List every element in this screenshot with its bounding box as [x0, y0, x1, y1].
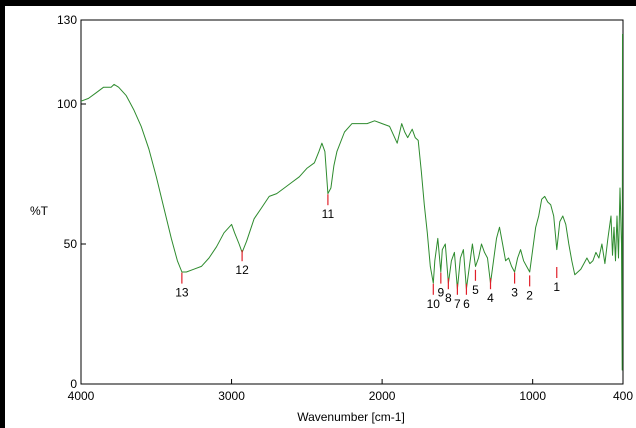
y-tick-label: 0 [70, 377, 77, 391]
x-axis-label: Wavenumber [cm-1] [297, 410, 405, 424]
peak-label: 6 [463, 297, 470, 311]
y-tick-label: 50 [64, 237, 78, 251]
peak-label: 7 [454, 297, 461, 311]
peak-label: 11 [322, 207, 335, 221]
y-axis-label: %T [30, 204, 49, 218]
spectrum-series [81, 34, 623, 370]
peak-label: 8 [445, 291, 452, 305]
peak-label: 12 [235, 263, 249, 277]
x-tick-label: 2000 [369, 389, 396, 403]
peak-label: 3 [511, 286, 518, 300]
peak-label: 1 [553, 280, 560, 294]
peak-label: 13 [175, 286, 189, 300]
spectrum-line [81, 34, 623, 370]
peak-label: 5 [472, 283, 479, 297]
x-tick-label: 3000 [218, 389, 245, 403]
peak-label: 4 [487, 291, 494, 305]
y-tick-label: 130 [57, 13, 77, 27]
x-tick-label: 1000 [519, 389, 546, 403]
x-tick-label: 400 [613, 389, 633, 403]
x-tick-label: 4000 [68, 389, 95, 403]
y-tick-label: 100 [57, 97, 77, 111]
peak-label: 10 [427, 297, 441, 311]
peak-label: 2 [526, 288, 533, 302]
